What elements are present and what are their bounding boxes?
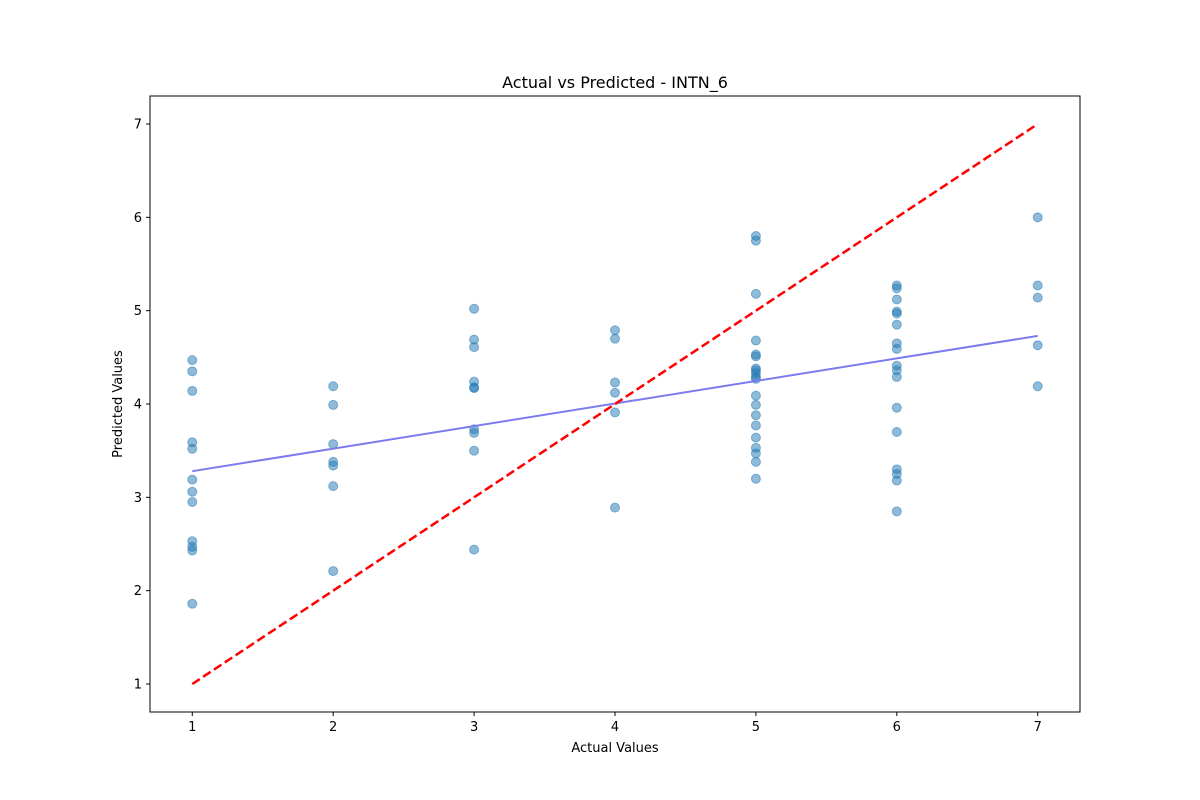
data-point [750,399,761,410]
y-tick-label: 2 [134,584,142,599]
data-point [891,427,902,437]
data-point [750,335,761,346]
data-point [187,545,198,556]
data-point [187,355,198,366]
data-point [328,566,339,577]
data-point [750,473,761,484]
y-tick-label: 5 [134,304,142,319]
lines-layer [191,122,1039,686]
y-tick-label: 6 [134,211,142,226]
data-point [610,387,620,398]
data-point [891,294,902,305]
x-axis-label: Actual Values [571,741,659,756]
data-point [750,432,761,443]
x-tick-label: 7 [1034,720,1042,735]
data-point [610,325,620,336]
data-point [328,381,339,392]
y-tick-label: 3 [134,491,142,506]
y-tick-label: 1 [134,678,142,693]
data-point [187,366,198,377]
data-point [891,283,902,294]
data-point [1032,280,1043,291]
data-point [469,445,480,456]
x-tick-label: 4 [611,720,619,735]
data-point [469,427,480,438]
data-point [469,342,480,353]
data-point [328,460,339,471]
x-tick-label: 1 [188,720,196,735]
x-tick-label: 3 [470,720,478,735]
data-point [187,443,198,454]
data-point [891,308,902,319]
data-point [187,385,198,396]
data-point [469,544,480,555]
data-point [187,598,198,609]
data-point [1032,340,1043,351]
data-point [1032,381,1043,392]
x-axis-ticks: 1 2 3 4 5 6 7 [188,712,1042,735]
data-point [750,288,761,299]
data-point [610,333,620,344]
reference-line [191,122,1039,686]
data-point [1032,212,1043,223]
data-point [750,448,761,459]
data-point [891,319,902,330]
data-point [750,390,761,401]
data-point [610,377,620,388]
data-point [891,371,902,382]
data-point [891,343,902,354]
data-point [328,481,339,492]
y-axis-label: Predicted Values [111,350,126,458]
y-tick-label: 4 [134,398,142,413]
data-point [1032,292,1043,303]
data-point [469,303,480,314]
data-point [328,399,339,410]
data-point [891,475,902,486]
data-point [469,383,480,394]
data-point [750,351,761,362]
data-point [750,420,761,431]
data-point [610,502,620,513]
data-point [187,486,198,497]
data-point [750,456,761,467]
y-tick-label: 7 [134,118,142,133]
x-tick-label: 2 [329,720,337,735]
chart-title: Actual vs Predicted - INTN_6 [502,73,728,93]
data-point [610,407,620,418]
data-point [187,474,198,485]
data-point [750,235,761,246]
data-point [891,506,902,517]
data-point [750,410,761,421]
data-point [891,402,902,413]
x-tick-label: 5 [752,720,760,735]
y-axis-ticks: 1 2 3 4 5 6 7 [134,118,150,693]
data-point [187,497,198,507]
points-layer [187,212,1043,609]
x-tick-label: 6 [893,720,901,735]
